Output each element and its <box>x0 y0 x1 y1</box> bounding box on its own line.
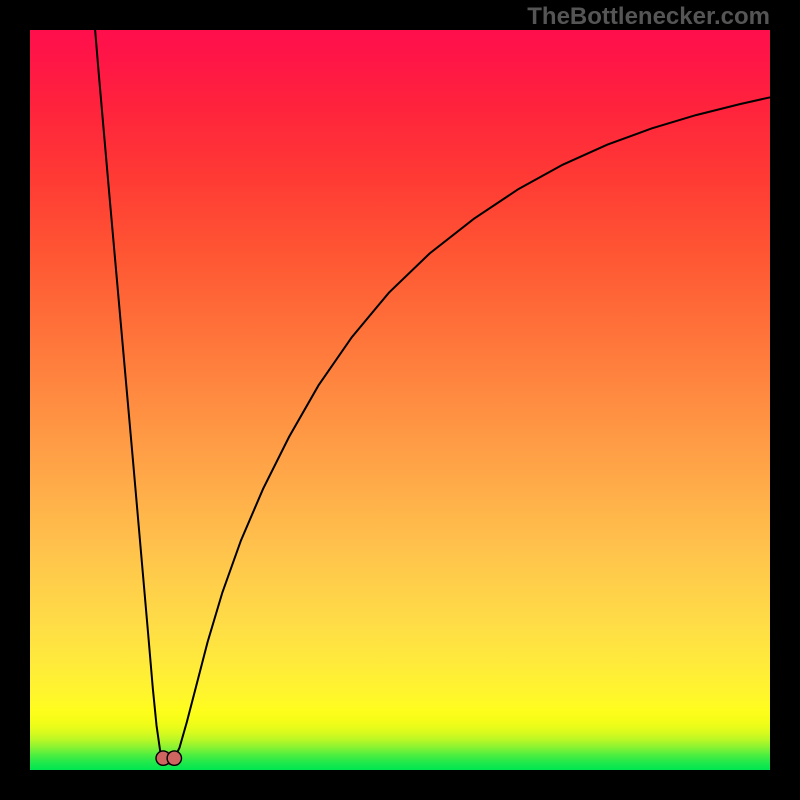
min-marker-right <box>167 751 181 765</box>
curve-overlay <box>30 30 770 770</box>
watermark-text: TheBottlenecker.com <box>527 3 770 31</box>
chart-frame: TheBottlenecker.com <box>0 0 800 800</box>
bottleneck-curve <box>95 30 770 764</box>
plot-area <box>30 30 770 770</box>
